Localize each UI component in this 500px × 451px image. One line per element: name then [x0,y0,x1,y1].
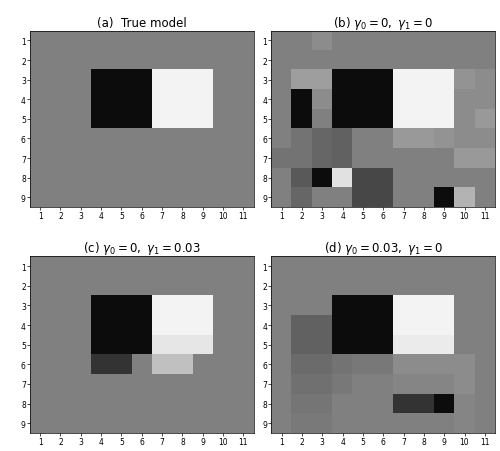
Title: (c) $\gamma_0 = 0,\ \gamma_1 = 0.03$: (c) $\gamma_0 = 0,\ \gamma_1 = 0.03$ [83,240,200,257]
Title: (d) $\gamma_0 = 0.03,\ \gamma_1 = 0$: (d) $\gamma_0 = 0.03,\ \gamma_1 = 0$ [324,240,442,257]
Title: (b) $\gamma_0 = 0,\ \gamma_1 = 0$: (b) $\gamma_0 = 0,\ \gamma_1 = 0$ [333,14,434,32]
Title: (a)  True model: (a) True model [97,18,186,30]
